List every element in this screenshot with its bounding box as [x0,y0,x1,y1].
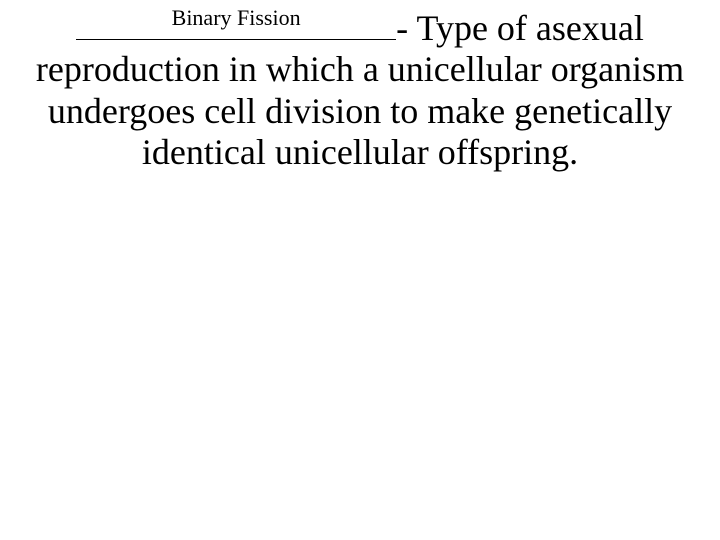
blank-line: Binary Fission [76,8,396,49]
underline [76,39,396,40]
slide: Binary Fission - Type of asexual reprodu… [0,0,720,540]
definition-text: Binary Fission - Type of asexual reprodu… [0,8,720,174]
blank-answer: Binary Fission [76,5,396,30]
